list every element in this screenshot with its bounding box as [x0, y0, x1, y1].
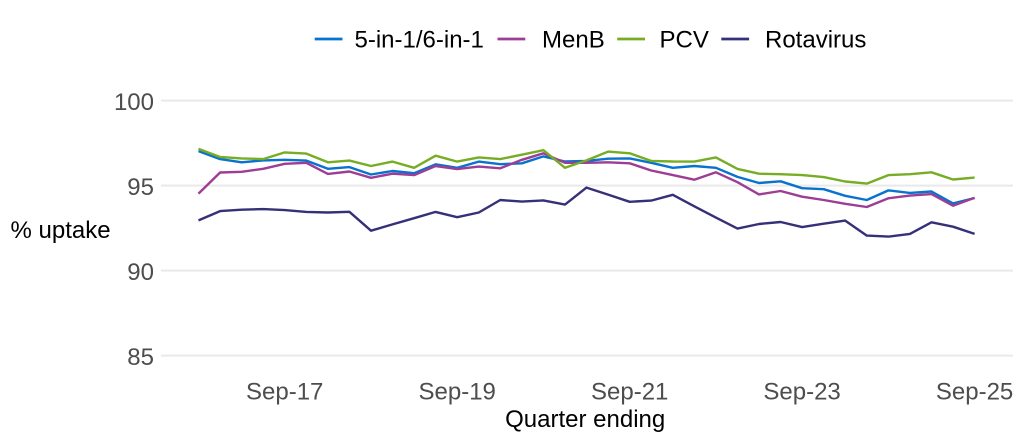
svg-text:Rotavirus: Rotavirus	[765, 27, 866, 54]
svg-text:5-in-1/6-in-1: 5-in-1/6-in-1	[355, 27, 484, 54]
svg-text:PCV: PCV	[660, 27, 709, 54]
svg-text:85: 85	[127, 344, 154, 371]
svg-text:95: 95	[127, 174, 154, 201]
svg-text:Sep-25: Sep-25	[936, 378, 1013, 405]
svg-text:100: 100	[114, 89, 154, 116]
svg-text:Sep-19: Sep-19	[419, 378, 496, 405]
svg-text:MenB: MenB	[542, 27, 605, 54]
svg-text:90: 90	[127, 259, 154, 286]
svg-text:Sep-17: Sep-17	[246, 378, 323, 405]
svg-text:% uptake: % uptake	[11, 217, 111, 244]
svg-text:Sep-23: Sep-23	[763, 378, 840, 405]
svg-text:Quarter ending: Quarter ending	[505, 406, 665, 433]
svg-text:Sep-21: Sep-21	[591, 378, 668, 405]
